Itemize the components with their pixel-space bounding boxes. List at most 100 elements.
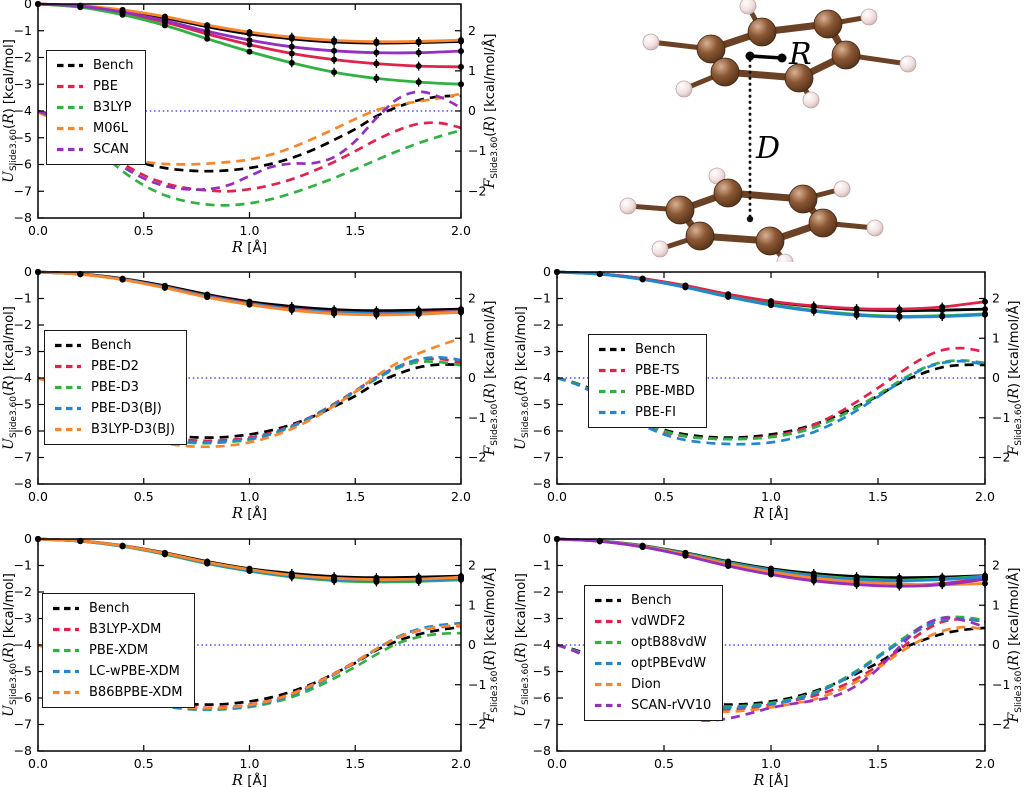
svg-text:−5: −5 bbox=[14, 664, 32, 679]
legend-item: B3LYP-XDM bbox=[52, 622, 183, 637]
legend-item: PBE-TS bbox=[598, 363, 695, 378]
legend-line-sample-icon bbox=[53, 606, 79, 611]
legend-middle-left: Bench PBE-D2 PBE-D3 PBE-D3(BJ) B3LYP-D3(BJ) bbox=[44, 330, 188, 445]
svg-text:0.0: 0.0 bbox=[547, 756, 567, 771]
legend-item: vdWDF2 bbox=[594, 614, 711, 629]
legend-top-left: Bench PBE B3LYP M06L SCAN bbox=[46, 50, 146, 165]
svg-text:−6: −6 bbox=[533, 690, 551, 705]
svg-text:−8: −8 bbox=[14, 743, 32, 758]
svg-text:−2: −2 bbox=[992, 717, 1010, 732]
svg-text:R [Å]: R [Å] bbox=[753, 505, 789, 522]
legend-line-sample-icon bbox=[595, 619, 621, 624]
svg-text:0: 0 bbox=[468, 103, 476, 118]
svg-text:1: 1 bbox=[468, 63, 476, 78]
legend-line-sample-icon bbox=[55, 406, 81, 411]
legend-item: B86BPBE-XDM bbox=[52, 685, 183, 700]
svg-text:0: 0 bbox=[468, 637, 476, 652]
legend-item: PBE-XDM bbox=[52, 643, 183, 658]
svg-text:−8: −8 bbox=[14, 476, 32, 491]
svg-text:1.5: 1.5 bbox=[345, 223, 365, 238]
svg-text:−4: −4 bbox=[533, 370, 551, 385]
legend-item: PBE-MBD bbox=[598, 384, 695, 399]
legend-label: Bench bbox=[91, 338, 132, 353]
svg-text:FSlide3.60(R) [kcal/mol/Å]: FSlide3.60(R) [kcal/mol/Å] bbox=[1006, 301, 1024, 457]
legend-line-sample-icon bbox=[57, 63, 83, 68]
svg-text:1.5: 1.5 bbox=[345, 756, 365, 771]
svg-text:−2: −2 bbox=[468, 183, 486, 198]
svg-text:−4: −4 bbox=[14, 370, 32, 385]
svg-text:−5: −5 bbox=[14, 130, 32, 145]
legend-line-sample-icon bbox=[53, 669, 79, 674]
legend-line-sample-icon bbox=[53, 690, 79, 695]
svg-text:FSlide3.60(R) [kcal/mol/Å]: FSlide3.60(R) [kcal/mol/Å] bbox=[1006, 568, 1024, 724]
legend-line-sample-icon bbox=[57, 105, 83, 110]
svg-text:2.0: 2.0 bbox=[451, 489, 471, 504]
panel-middle-left-dispersion-d: 0.0 0.5 1.0 1.5 2.0 0 −1 −2 −3 −4 −5 −6 −7 −8 2 1 0 −1 −2 R… bbox=[0, 262, 512, 524]
legend-label: PBE-MBD bbox=[635, 384, 695, 399]
legend-label: optPBEvdW bbox=[631, 656, 707, 671]
legend-label: Bench bbox=[93, 58, 134, 73]
svg-text:USlide3.60(R) [kcal/mol]: USlide3.60(R) [kcal/mol] bbox=[1, 39, 19, 183]
svg-text:−3: −3 bbox=[14, 344, 32, 359]
svg-text:−1: −1 bbox=[533, 291, 551, 306]
legend-item: Bench bbox=[52, 601, 183, 616]
svg-text:0: 0 bbox=[543, 531, 551, 546]
svg-text:−5: −5 bbox=[533, 397, 551, 412]
legend-label: PBE-XDM bbox=[89, 643, 149, 658]
svg-text:−1: −1 bbox=[533, 558, 551, 573]
legend-line-sample-icon bbox=[55, 427, 81, 432]
svg-text:R [Å]: R [Å] bbox=[231, 239, 267, 256]
svg-text:0.5: 0.5 bbox=[134, 489, 154, 504]
svg-text:−1: −1 bbox=[992, 677, 1010, 692]
svg-text:R [Å]: R [Å] bbox=[753, 772, 789, 787]
svg-text:−1: −1 bbox=[14, 23, 32, 38]
svg-text:2: 2 bbox=[992, 291, 1000, 306]
svg-text:2: 2 bbox=[468, 558, 476, 573]
svg-text:1.5: 1.5 bbox=[868, 489, 888, 504]
legend-line-sample-icon bbox=[57, 84, 83, 89]
legend-item: Bench bbox=[54, 338, 175, 353]
legend-line-sample-icon bbox=[55, 343, 81, 348]
svg-text:1.0: 1.0 bbox=[240, 223, 260, 238]
svg-text:0.5: 0.5 bbox=[134, 223, 154, 238]
svg-text:R [Å]: R [Å] bbox=[231, 772, 267, 787]
legend-label: optB88vdW bbox=[631, 635, 707, 650]
svg-text:2: 2 bbox=[468, 291, 476, 306]
panel-bottom-right-vdw: 0.0 0.5 1.0 1.5 2.0 0 −1 −2 −3 −4 −5 −6 −7 −8 2 1 0 −1 −2 R… bbox=[512, 527, 1024, 787]
svg-text:−2: −2 bbox=[992, 450, 1010, 465]
legend-item: PBE bbox=[56, 79, 134, 94]
svg-text:USlide3.60(R) [kcal/mol]: USlide3.60(R) [kcal/mol] bbox=[1, 573, 19, 717]
label-D: D bbox=[755, 131, 780, 166]
svg-text:−3: −3 bbox=[533, 344, 551, 359]
svg-text:−1: −1 bbox=[468, 677, 486, 692]
svg-text:0.0: 0.0 bbox=[28, 756, 48, 771]
svg-text:−7: −7 bbox=[14, 183, 32, 198]
svg-text:0: 0 bbox=[24, 264, 32, 279]
svg-text:−6: −6 bbox=[14, 423, 32, 438]
svg-text:1: 1 bbox=[992, 330, 1000, 345]
svg-text:1.0: 1.0 bbox=[240, 756, 260, 771]
svg-text:0.5: 0.5 bbox=[654, 756, 674, 771]
svg-text:0: 0 bbox=[24, 0, 32, 11]
legend-label: PBE-D3 bbox=[91, 380, 139, 395]
svg-text:−7: −7 bbox=[14, 717, 32, 732]
legend-item: PBE-FI bbox=[598, 405, 695, 420]
legend-line-sample-icon bbox=[599, 347, 625, 352]
svg-text:0: 0 bbox=[24, 531, 32, 546]
svg-text:USlide3.60(R) [kcal/mol]: USlide3.60(R) [kcal/mol] bbox=[513, 573, 531, 717]
svg-text:−7: −7 bbox=[533, 450, 551, 465]
svg-text:1: 1 bbox=[468, 597, 476, 612]
legend-label: SCAN bbox=[93, 142, 129, 157]
svg-text:−7: −7 bbox=[533, 717, 551, 732]
legend-label: Bench bbox=[631, 593, 672, 608]
svg-text:−8: −8 bbox=[14, 210, 32, 225]
svg-text:1.5: 1.5 bbox=[345, 489, 365, 504]
svg-text:2: 2 bbox=[468, 23, 476, 38]
svg-text:−6: −6 bbox=[14, 157, 32, 172]
label-R: R bbox=[788, 37, 812, 72]
benzene-ring bbox=[642, 0, 917, 109]
legend-item: optB88vdW bbox=[594, 635, 711, 650]
legend-bottom-left: Bench B3LYP-XDM PBE-XDM LC-wPBE-XDM B86BPBE-… bbox=[42, 593, 195, 708]
